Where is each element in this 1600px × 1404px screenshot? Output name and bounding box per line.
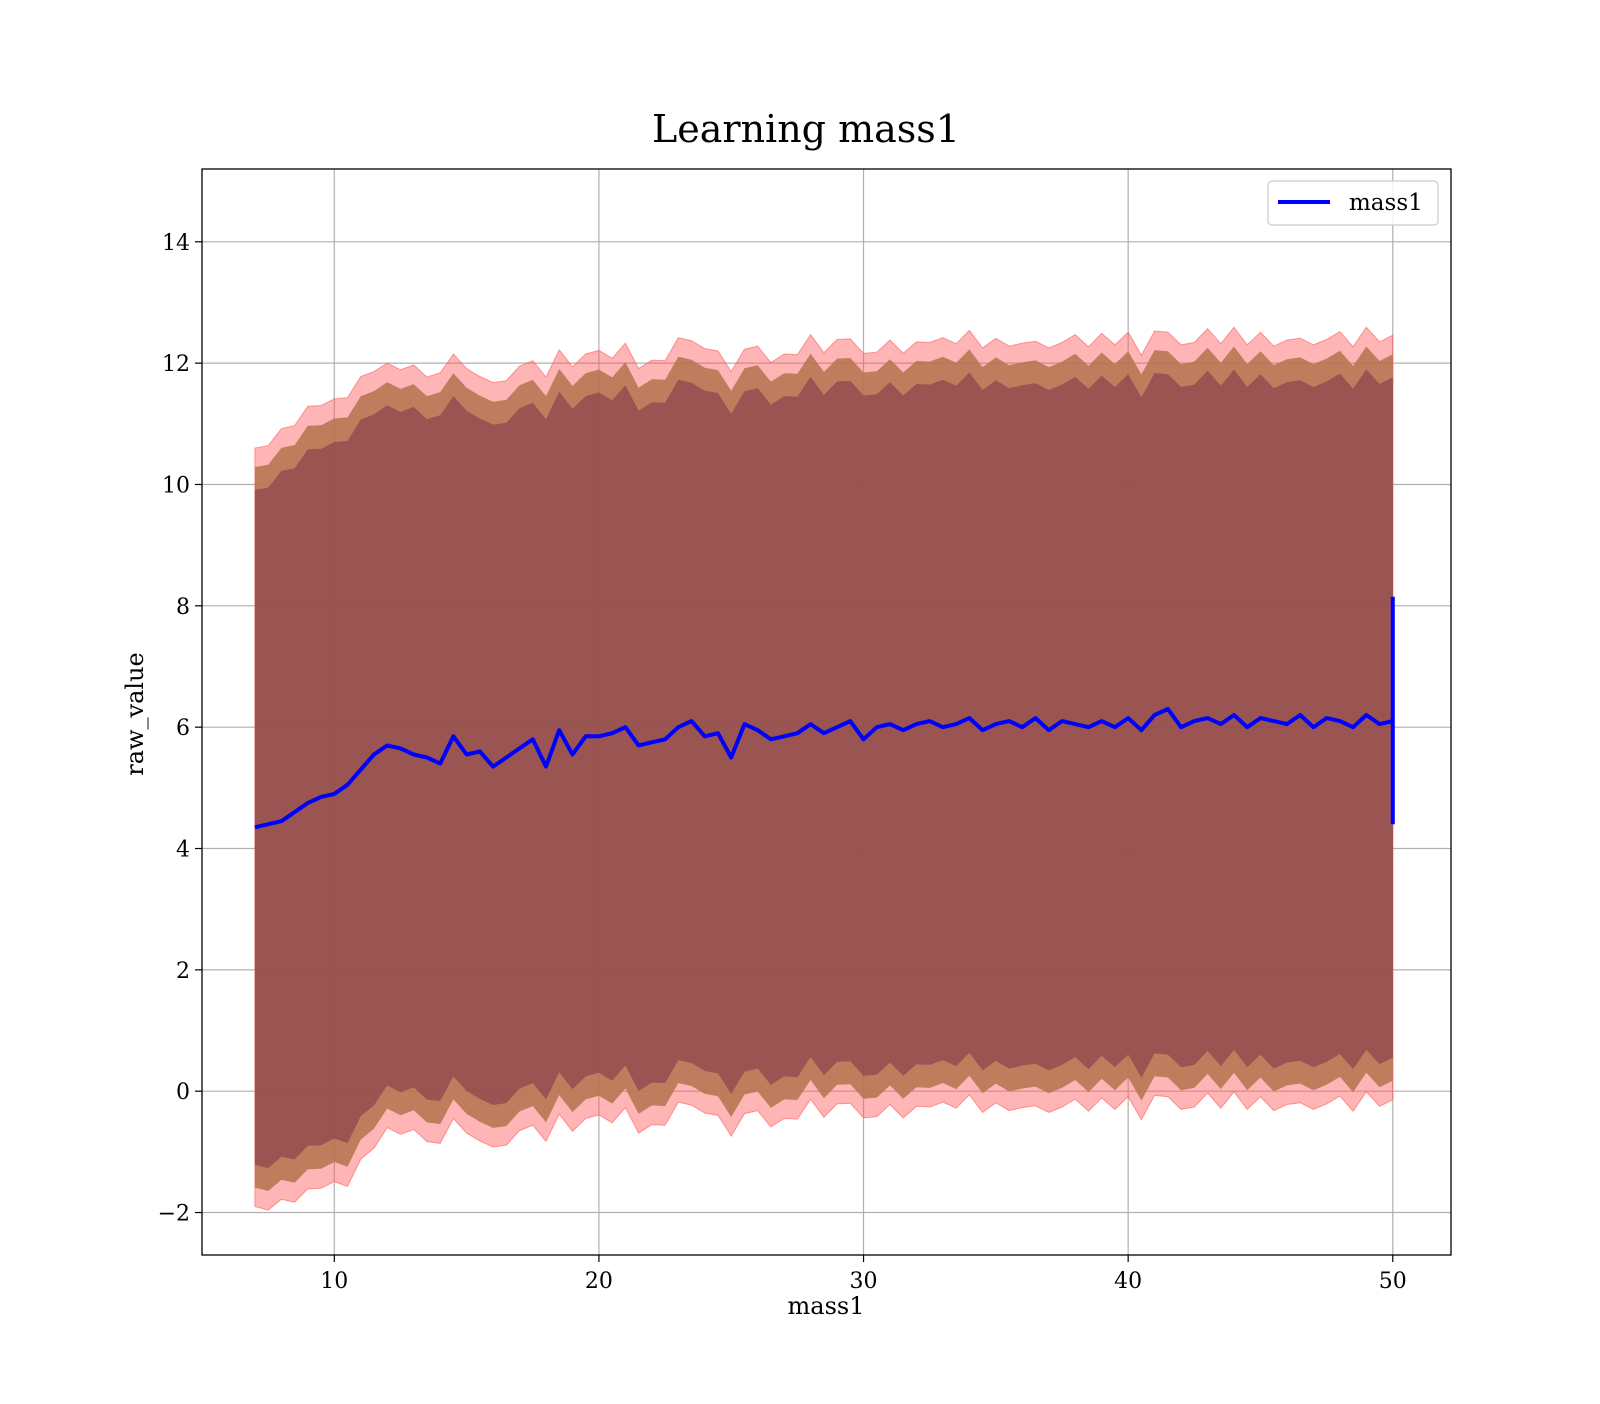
confidence-bands (254, 326, 1394, 1211)
legend: mass1 (1267, 180, 1439, 226)
inner-band (254, 369, 1393, 1169)
y-tick-label: 2 (176, 959, 190, 984)
x-tick-label: 40 (1114, 1269, 1142, 1294)
y-tick-label: 10 (162, 473, 190, 498)
series-lines (254, 596, 1395, 830)
y-axis-label: raw_value (121, 652, 149, 776)
legend-label-mass1: mass1 (1349, 190, 1423, 216)
x-axis-label: mass1 (788, 1292, 865, 1320)
plot-frame (201, 168, 1452, 1256)
y-tick-label: 6 (176, 716, 190, 741)
x-tick-label: 50 (1379, 1269, 1407, 1294)
y-tick-label: 14 (162, 231, 190, 256)
y-tick-label: −2 (158, 1202, 190, 1227)
y-axis-ticks: −2 0 2 4 6 8 10 12 14 (158, 231, 202, 1227)
chart-title: Learning mass1 (652, 107, 960, 151)
y-tick-label: 4 (176, 838, 190, 863)
x-axis-ticks: 10 20 30 40 50 (320, 1255, 1407, 1294)
series-line-mass1 (254, 707, 1394, 830)
y-tick-label: 0 (176, 1080, 190, 1105)
y-tick-label: 8 (176, 595, 190, 620)
x-tick-label: 20 (585, 1269, 613, 1294)
legend-box (1267, 180, 1439, 226)
y-tick-label: 12 (162, 352, 190, 377)
x-tick-label: 10 (320, 1269, 348, 1294)
x-tick-label: 30 (850, 1269, 878, 1294)
